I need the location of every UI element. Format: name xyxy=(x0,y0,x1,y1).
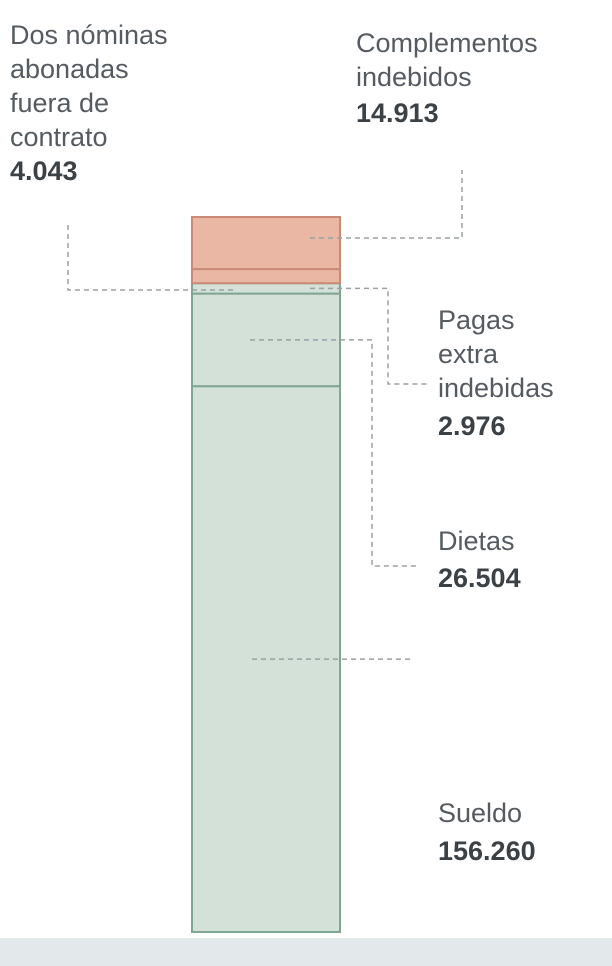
label-line: indebidas xyxy=(438,373,554,403)
label-line: Dos nóminas xyxy=(10,20,168,50)
floor-band xyxy=(0,938,612,966)
leader-lines xyxy=(67,170,463,660)
bar-segment xyxy=(191,282,341,295)
value-label: 14.913 xyxy=(356,98,439,128)
label-line: Sueldo xyxy=(438,798,522,828)
leader-dietas xyxy=(250,339,420,567)
bar-segment xyxy=(191,268,341,285)
label-complementos: Complementos indebidos 14.913 xyxy=(356,28,545,128)
bar-segment xyxy=(191,216,341,271)
label-pagas-extra: Pagas extra indebidas 2.976 xyxy=(438,305,561,441)
label-line: indebidos xyxy=(356,62,472,92)
value-label: 4.043 xyxy=(10,156,78,186)
label-line: Pagas xyxy=(438,305,515,335)
label-line: contrato xyxy=(10,122,108,152)
label-dietas: Dietas 26.504 xyxy=(438,526,522,593)
label-sueldo: Sueldo 156.260 xyxy=(438,798,536,866)
label-line: Dietas xyxy=(438,526,515,556)
label-line: extra xyxy=(438,339,499,369)
bar-segments xyxy=(191,216,341,933)
leader-dos-nominas xyxy=(67,225,236,291)
value-label: 26.504 xyxy=(438,563,521,593)
label-line: fuera de xyxy=(10,88,109,118)
label-dos-nominas: Dos nóminas abonadas fuera de contrato 4… xyxy=(10,20,175,186)
leader-pagas-extra xyxy=(310,287,430,385)
value-label: 156.260 xyxy=(438,836,536,866)
label-line: Complementos xyxy=(356,28,538,58)
value-label: 2.976 xyxy=(438,411,506,441)
label-line: abonadas xyxy=(10,54,129,84)
